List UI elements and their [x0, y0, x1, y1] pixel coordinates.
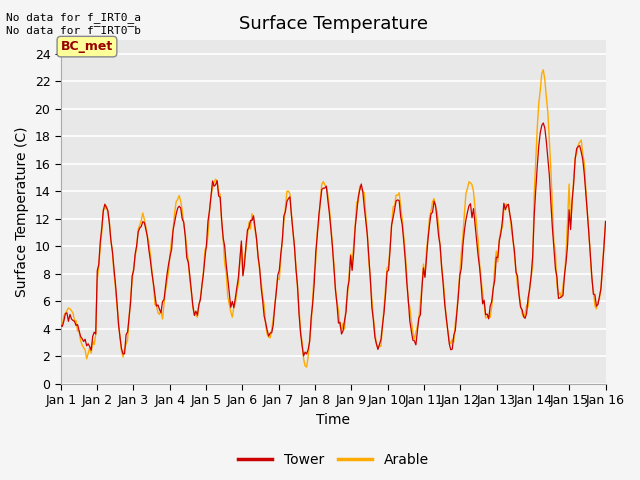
X-axis label: Time: Time [316, 413, 350, 427]
Y-axis label: Surface Temperature (C): Surface Temperature (C) [15, 127, 29, 297]
Text: BC_met: BC_met [61, 40, 113, 53]
Title: Surface Temperature: Surface Temperature [239, 15, 428, 33]
Legend: Tower, Arable: Tower, Arable [232, 448, 434, 473]
Text: No data for f_IRT0_a: No data for f_IRT0_a [6, 12, 141, 23]
Text: No data for f̅IRT0̅b: No data for f̅IRT0̅b [6, 26, 141, 36]
